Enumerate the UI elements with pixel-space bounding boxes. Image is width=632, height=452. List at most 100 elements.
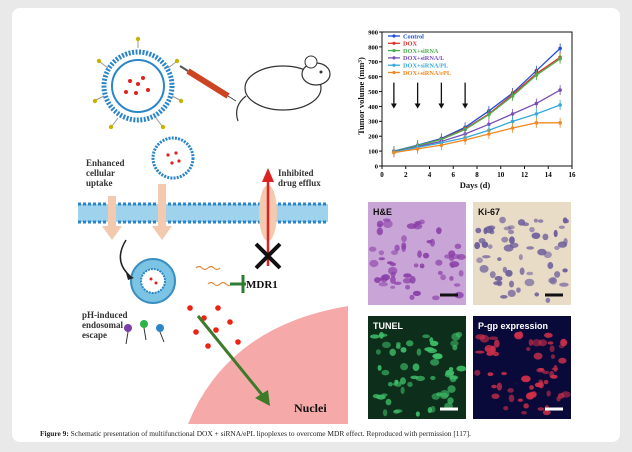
cell-mark: [403, 273, 412, 278]
micrograph-label: H&E: [373, 207, 392, 217]
cell-mark: [382, 218, 391, 222]
mouse-icon: [236, 55, 331, 122]
micrograph-label: TUNEL: [373, 321, 403, 331]
data-point: [558, 88, 562, 92]
data-point: [510, 112, 515, 116]
cell-mark: [550, 354, 556, 359]
cell-mark: [369, 334, 380, 339]
cell-mark: [558, 357, 567, 364]
cell-mark: [526, 246, 535, 250]
cell-mark: [429, 337, 434, 343]
cell-mark: [376, 227, 383, 236]
data-point: [510, 126, 515, 130]
micrograph-grid: H&E Ki-67 TUNEL P-gp expression: [368, 202, 571, 419]
micrograph-label: Ki-67: [478, 207, 500, 217]
data-point: [415, 147, 420, 151]
data-point: [558, 121, 562, 125]
legend-marker: [392, 56, 396, 60]
cell-mark: [507, 229, 515, 235]
data-point: [558, 103, 562, 107]
cell-mark: [393, 409, 400, 414]
data-point: [534, 121, 539, 125]
x-tick-label: 12: [521, 171, 529, 179]
micrograph-label: P-gp expression: [478, 321, 548, 331]
cell-mark: [374, 277, 381, 283]
cell-mark: [531, 339, 542, 347]
cell-mark: [380, 274, 388, 283]
cell-mark: [547, 261, 554, 270]
legend-marker: [392, 63, 396, 67]
cell-mark: [496, 382, 503, 391]
cell-mark: [375, 349, 381, 355]
block-cross-icon: [254, 242, 282, 270]
cell-mark: [388, 266, 398, 275]
x-tick-label: 0: [380, 171, 384, 179]
data-point: [463, 138, 467, 142]
micrograph-panel: TUNEL: [368, 316, 467, 419]
injection-arrowhead: [462, 103, 469, 109]
cell-mark: [488, 336, 499, 341]
cell-mark: [449, 276, 454, 281]
cell-mark: [447, 397, 454, 405]
y-tick-label: 200: [368, 134, 378, 141]
cell-mark: [454, 243, 462, 250]
released-lipids: [124, 320, 165, 345]
cell-mark: [377, 364, 382, 371]
cell-mark: [435, 259, 443, 266]
cell-mark: [394, 244, 400, 252]
legend-entry: DOX+siRNA/L: [403, 55, 444, 62]
y-axis-label: Tumor volume (mm³): [356, 57, 366, 135]
y-tick-label: 300: [368, 119, 378, 126]
data-point: [534, 101, 539, 106]
injection-arrowhead: [414, 103, 421, 109]
cell-mark: [529, 385, 534, 390]
cell-mark: [489, 271, 496, 279]
cell-mark: [508, 394, 515, 403]
cell-mark: [458, 270, 464, 277]
cell-mark: [544, 332, 553, 338]
cell-mark: [372, 394, 380, 399]
inhibited-efflux-label: Inhibited drug efflux: [278, 168, 321, 188]
cell-mark: [519, 267, 525, 276]
data-point: [487, 122, 491, 127]
syringe-icon: [179, 65, 237, 102]
cell-mark: [537, 219, 544, 223]
cell-mark: [381, 393, 388, 397]
caption-text: Schematic presentation of multifunctiona…: [70, 429, 471, 438]
cell-mark: [494, 339, 500, 348]
cell-mark: [431, 295, 440, 301]
cell-mark: [501, 236, 509, 243]
cell-mark: [385, 398, 392, 406]
cell-mark: [547, 341, 554, 345]
uptake-arrow: [102, 196, 122, 240]
cell-mark: [524, 278, 535, 287]
legend-entry: DOX+siRNA/ePL: [403, 70, 451, 77]
cell-mark: [400, 386, 405, 395]
cell-mark: [422, 334, 430, 339]
cell-mark: [474, 242, 481, 250]
cell-mark: [562, 268, 568, 273]
cell-mark: [400, 363, 409, 371]
cell-mark: [447, 385, 456, 393]
cell-mark: [542, 233, 549, 241]
data-point: [534, 73, 539, 77]
cell-mark: [430, 375, 436, 381]
cell-mark: [538, 367, 544, 371]
cell-mark: [523, 403, 529, 409]
cell-mark: [393, 281, 402, 285]
cell-mark: [500, 294, 508, 299]
data-point: [487, 112, 491, 117]
dox-particles: [187, 305, 241, 349]
cell-mark: [453, 283, 461, 287]
y-tick-label: 600: [368, 74, 378, 81]
sirna-icon: [195, 265, 233, 287]
cell-mark: [399, 377, 406, 385]
injection-arrowhead: [390, 103, 397, 109]
cell-mark: [376, 223, 383, 228]
cell-mark: [419, 263, 425, 269]
micrograph-panel: Ki-67: [473, 202, 571, 305]
cell-mark: [450, 264, 455, 268]
cell-mark: [390, 276, 396, 284]
ph-escape-label: pH-induced endosomal escape: [82, 310, 130, 340]
cell-mark: [448, 367, 454, 371]
